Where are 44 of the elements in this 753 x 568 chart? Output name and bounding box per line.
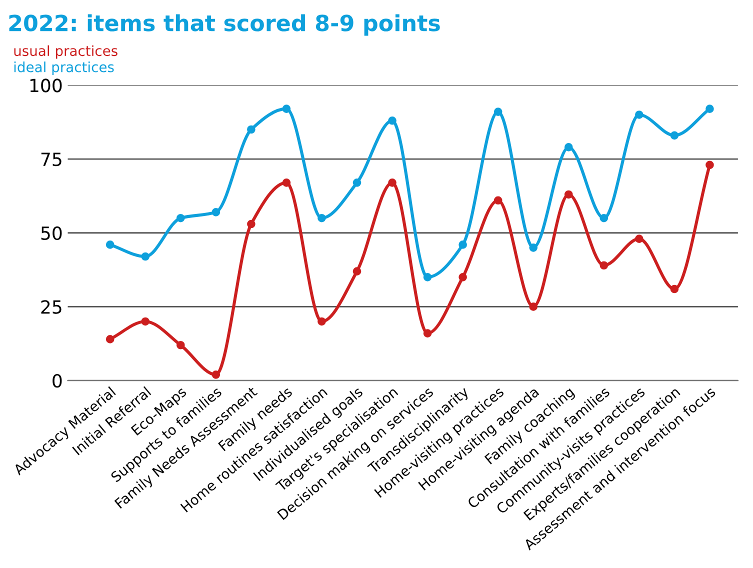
point <box>318 317 326 326</box>
point <box>106 240 114 249</box>
point <box>352 267 362 276</box>
text: usual practices <box>14 45 118 59</box>
point <box>388 178 396 187</box>
point <box>423 273 432 282</box>
chart-title: 2022: items that scored 8-9 points <box>9 14 440 36</box>
point <box>282 104 291 113</box>
y-tick-label: 75 <box>41 152 62 166</box>
point <box>247 220 256 228</box>
text: ideal practices <box>14 62 114 75</box>
point <box>282 178 291 187</box>
point <box>635 110 644 119</box>
point <box>176 340 185 350</box>
point <box>529 243 538 252</box>
point <box>494 108 502 116</box>
point <box>141 317 150 326</box>
point <box>458 240 467 249</box>
point <box>423 329 432 338</box>
point <box>670 131 679 140</box>
point <box>706 160 714 170</box>
point <box>352 178 362 187</box>
point <box>670 284 679 294</box>
y-tick-label: 0 <box>52 374 62 388</box>
point <box>564 143 573 152</box>
point <box>635 234 644 243</box>
point <box>318 214 326 222</box>
point <box>494 196 502 205</box>
point <box>564 190 573 199</box>
point <box>529 302 538 311</box>
point <box>212 208 220 216</box>
point <box>388 116 396 125</box>
y-tick-label: 50 <box>41 226 62 240</box>
point <box>212 370 220 379</box>
y-tick-label: 100 <box>30 78 62 92</box>
y-tick-label: 25 <box>41 300 62 314</box>
point <box>600 214 608 222</box>
point <box>176 214 185 222</box>
point <box>600 261 608 270</box>
point <box>247 125 256 134</box>
point <box>458 273 467 282</box>
point <box>141 252 150 261</box>
point <box>106 335 114 344</box>
point <box>706 104 714 113</box>
